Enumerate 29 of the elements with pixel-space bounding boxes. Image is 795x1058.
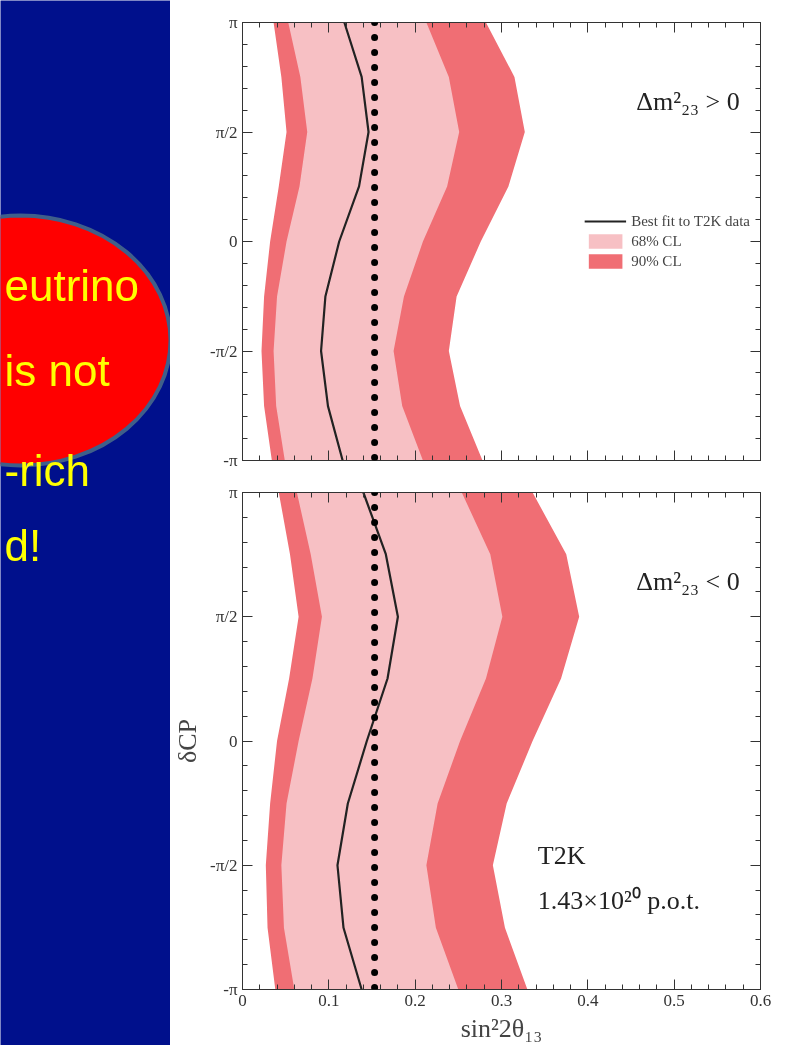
y-tick-label: 0 <box>229 232 238 251</box>
x-tick-label: 0.4 <box>577 990 599 1010</box>
legend-label: 68% CL <box>631 232 682 250</box>
x-tick-label: 0.5 <box>663 990 685 1010</box>
y-tick-label: -π/2 <box>210 341 238 361</box>
x-tick-label: 0.6 <box>749 990 772 1010</box>
y-tick-label: π/2 <box>215 607 238 627</box>
text: -rich <box>4 446 91 495</box>
annotation: T2K <box>537 840 586 870</box>
y-tick-label: π/2 <box>215 122 238 142</box>
text: eutrino <box>4 261 140 310</box>
x-axis-title: sin²2θ₁₃ <box>460 1013 543 1043</box>
y-tick-label: π <box>228 483 238 502</box>
annotation: 1.43×10²⁰ p.o.t. <box>537 885 700 915</box>
text: d! <box>4 521 42 570</box>
x-tick-label: 0.1 <box>318 990 340 1010</box>
x-tick-label: 0.2 <box>404 990 426 1010</box>
y-tick-label: π <box>228 13 238 32</box>
legend-label: Best fit to T2K data <box>631 212 750 230</box>
x-tick-label: 0.3 <box>490 990 513 1010</box>
text: is not <box>4 346 110 395</box>
y-tick-label: -π/2 <box>210 855 238 875</box>
annotation: Δm²₂₃ < 0 <box>636 567 740 597</box>
y-tick-label: -π <box>223 451 238 470</box>
legend-label: 90% CL <box>631 252 682 270</box>
y-axis-title: δCP <box>173 718 203 764</box>
annotation: Δm²₂₃ > 0 <box>636 86 740 116</box>
y-tick-label: -π <box>223 980 238 999</box>
y-tick-label: 0 <box>229 731 238 751</box>
